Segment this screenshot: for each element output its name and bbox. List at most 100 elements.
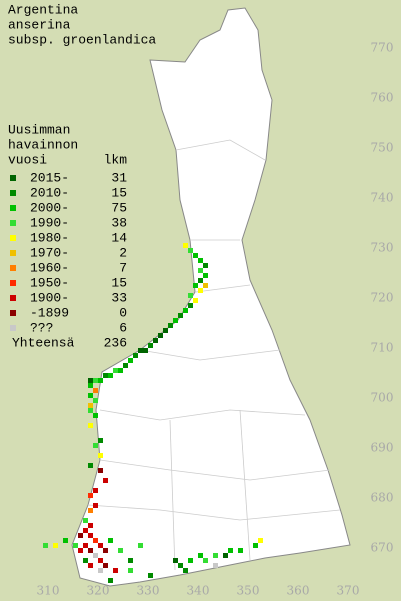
- grid-square: [133, 353, 138, 358]
- grid-square: [103, 478, 108, 483]
- grid-square: [258, 538, 263, 543]
- grid-square: [103, 548, 108, 553]
- grid-square: [173, 558, 178, 563]
- y-tick-label: 740: [371, 191, 394, 205]
- grid-square: [88, 563, 93, 568]
- grid-square: [93, 388, 98, 393]
- grid-square: [88, 508, 93, 513]
- grid-square: [123, 363, 128, 368]
- grid-square: [93, 413, 98, 418]
- legend-count: 38: [111, 215, 127, 230]
- grid-square: [198, 278, 203, 283]
- grid-square: [108, 373, 113, 378]
- grid-square: [193, 283, 198, 288]
- grid-square: [193, 298, 198, 303]
- y-tick-label: 760: [371, 91, 394, 105]
- legend-label: 1980-: [30, 230, 69, 245]
- grid-square: [128, 358, 133, 363]
- grid-square: [98, 543, 103, 548]
- grid-square: [213, 553, 218, 558]
- grid-square: [188, 558, 193, 563]
- grid-square: [228, 548, 233, 553]
- grid-square: [88, 423, 93, 428]
- y-tick-label: 750: [371, 141, 394, 155]
- legend-label: 1950-: [30, 275, 69, 290]
- total-label: Yhteensä: [12, 335, 75, 350]
- legend-label: 2010-: [30, 185, 69, 200]
- legend-label: 1960-: [30, 260, 69, 275]
- legend-header: havainnon: [8, 137, 78, 152]
- grid-square: [73, 543, 78, 548]
- grid-square: [88, 493, 93, 498]
- grid-square: [188, 293, 193, 298]
- grid-square: [198, 268, 203, 273]
- grid-square: [88, 378, 93, 383]
- y-tick-label: 720: [371, 291, 394, 305]
- grid-square: [148, 343, 153, 348]
- title-line: subsp. groenlandica: [8, 32, 156, 47]
- legend-header: Uusimman: [8, 122, 70, 137]
- grid-square: [98, 568, 103, 573]
- legend-count: 15: [111, 275, 127, 290]
- grid-square: [83, 543, 88, 548]
- grid-square: [253, 543, 258, 548]
- x-tick-label: 340: [187, 584, 210, 598]
- grid-square: [143, 348, 148, 353]
- grid-square: [203, 273, 208, 278]
- grid-square: [113, 568, 118, 573]
- grid-square: [93, 443, 98, 448]
- grid-square: [178, 313, 183, 318]
- legend-label: 1990-: [30, 215, 69, 230]
- legend-swatch: [10, 205, 16, 211]
- grid-square: [238, 548, 243, 553]
- x-tick-label: 320: [87, 584, 110, 598]
- grid-square: [168, 323, 173, 328]
- title-line: Argentina: [8, 2, 78, 17]
- grid-square: [78, 548, 83, 553]
- legend-count: 33: [111, 290, 127, 305]
- squares: [43, 243, 263, 583]
- legend-swatch: [10, 175, 16, 181]
- y-tick-label: 690: [371, 441, 394, 455]
- grid-square: [118, 548, 123, 553]
- grid-square: [88, 383, 93, 388]
- legend-swatch: [10, 265, 16, 271]
- legend-label: 1970-: [30, 245, 69, 260]
- grid-square: [88, 393, 93, 398]
- y-tick-label: 770: [371, 41, 394, 55]
- grid-square: [93, 553, 98, 558]
- grid-square: [188, 303, 193, 308]
- grid-square: [78, 533, 83, 538]
- grid-square: [63, 538, 68, 543]
- legend-label: 1900-: [30, 290, 69, 305]
- grid-square: [188, 248, 193, 253]
- y-tick-label: 710: [371, 341, 394, 355]
- grid-square: [88, 523, 93, 528]
- grid-square: [103, 373, 108, 378]
- grid-square: [43, 543, 48, 548]
- grid-square: [163, 328, 168, 333]
- grid-square: [98, 558, 103, 563]
- grid-square: [83, 558, 88, 563]
- legend-swatch: [10, 235, 16, 241]
- legend-swatch: [10, 325, 16, 331]
- grid-square: [88, 403, 93, 408]
- grid-square: [203, 263, 208, 268]
- legend-count: 6: [119, 320, 127, 335]
- grid-square: [183, 243, 188, 248]
- grid-square: [178, 563, 183, 568]
- grid-square: [193, 253, 198, 258]
- legend-label: 2000-: [30, 200, 69, 215]
- legend-count: 15: [111, 185, 127, 200]
- grid-square: [138, 543, 143, 548]
- grid-square: [108, 578, 113, 583]
- grid-square: [88, 548, 93, 553]
- legend-swatch: [10, 295, 16, 301]
- y-tick-label: 670: [371, 541, 394, 555]
- legend-count: 14: [111, 230, 127, 245]
- x-tick-label: 330: [137, 584, 160, 598]
- legend-count: 75: [111, 200, 127, 215]
